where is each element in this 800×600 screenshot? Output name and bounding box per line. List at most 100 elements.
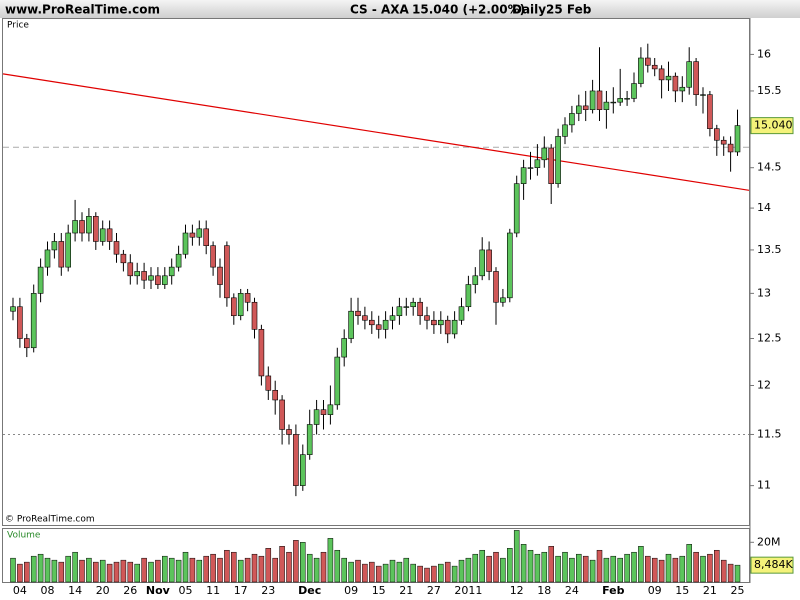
volume-bar <box>458 559 465 583</box>
candle-body <box>713 128 720 141</box>
candle-body <box>424 315 430 321</box>
x-tick-label: 21 <box>399 584 413 597</box>
candle-body <box>368 319 375 326</box>
candle-body <box>51 241 58 251</box>
candle-body <box>279 399 285 430</box>
volume-bar <box>127 561 134 583</box>
candle-body <box>244 293 251 303</box>
candle-body <box>237 293 244 317</box>
volume-bar <box>93 561 99 583</box>
date: 25 Feb <box>546 3 592 17</box>
x-tick-label: 17 <box>234 584 248 597</box>
volume-bar <box>141 557 147 583</box>
candle-body <box>575 105 582 114</box>
y-tick-label: 13.5 <box>757 243 782 256</box>
candle-body <box>182 232 189 255</box>
candle-body <box>410 301 417 308</box>
x-tick-label: Dec <box>298 584 321 597</box>
y-tick-label: 14 <box>757 201 771 214</box>
candle-body <box>651 64 658 70</box>
volume-bar <box>320 551 327 583</box>
y-tick-label: 12.5 <box>757 332 782 345</box>
volume-bar <box>610 555 617 583</box>
candle-body <box>610 101 617 104</box>
candle-body <box>513 183 520 234</box>
candle-body <box>658 68 665 81</box>
candle-body <box>334 356 341 406</box>
candle-body <box>486 249 492 272</box>
volume-bar <box>313 557 320 583</box>
candle-body <box>589 90 596 110</box>
header-bar <box>0 0 800 18</box>
candle-body <box>265 375 272 391</box>
candle-body <box>196 228 203 238</box>
x-tick-label: 26 <box>123 584 137 597</box>
y-tick-label: 11 <box>757 479 771 492</box>
volume-bar <box>348 561 354 583</box>
x-tick-label: 04 <box>13 584 27 597</box>
volume-bar <box>17 563 23 583</box>
volume-bar <box>541 551 548 583</box>
y-tick-label: 12 <box>757 378 771 391</box>
candle-body <box>341 338 348 358</box>
volume-bar <box>258 555 265 583</box>
candle-body <box>431 319 437 326</box>
candle-body <box>472 275 479 285</box>
volume-bar <box>651 557 658 583</box>
copyright: © ProRealTime.com <box>5 515 95 525</box>
volume-bar <box>134 563 140 583</box>
volume-bar <box>306 553 313 583</box>
candle-body <box>320 409 327 415</box>
volume-bar <box>486 555 492 583</box>
volume-bar <box>431 565 437 583</box>
volume-bar <box>444 561 451 583</box>
x-tick-label: 15 <box>675 584 689 597</box>
volume-bar <box>162 555 168 583</box>
candle-body <box>644 57 651 66</box>
candle-body <box>479 249 486 277</box>
volume-bar <box>175 559 182 583</box>
candle-body <box>37 266 44 294</box>
volume-bar <box>72 551 78 583</box>
volume-bar <box>120 559 127 583</box>
candle-body <box>624 98 630 100</box>
candle-body <box>686 61 693 88</box>
candle-body <box>168 266 175 277</box>
volume-bar <box>86 557 92 583</box>
volume-bar <box>562 551 568 583</box>
volume-bar <box>155 559 161 583</box>
volume-bar <box>113 561 120 583</box>
x-tick-label: 12 <box>510 584 524 597</box>
candle-body <box>65 232 71 268</box>
candle-body <box>79 220 85 234</box>
quote: 15.040 (+2.00%) <box>412 3 525 17</box>
candle-body <box>500 297 506 303</box>
candle-body <box>162 275 168 285</box>
volume-bar <box>51 559 58 583</box>
volume-bar <box>396 561 403 583</box>
candle-body <box>569 113 575 126</box>
volume-bar <box>734 564 741 583</box>
candle-body <box>355 310 361 317</box>
volume-bar <box>58 561 65 583</box>
volume-bar <box>513 530 520 583</box>
candle-body <box>458 306 465 321</box>
candle-body <box>217 266 223 285</box>
candle-body <box>679 86 686 92</box>
volume-bar <box>624 553 630 583</box>
volume-bar <box>231 551 237 583</box>
volume-bar <box>300 542 306 583</box>
volume-bar <box>286 551 292 583</box>
volume-bar <box>424 567 430 583</box>
volume-bar <box>65 555 71 583</box>
y-tick-label: 15.5 <box>757 84 782 97</box>
volume-bar <box>224 549 230 583</box>
candle-body <box>527 167 534 169</box>
x-tick-label: 09 <box>648 584 662 597</box>
volume-bar <box>582 555 589 583</box>
volume-bar <box>417 565 423 583</box>
candle-body <box>403 306 410 308</box>
candle-body <box>382 319 389 330</box>
candle-body <box>617 98 624 103</box>
